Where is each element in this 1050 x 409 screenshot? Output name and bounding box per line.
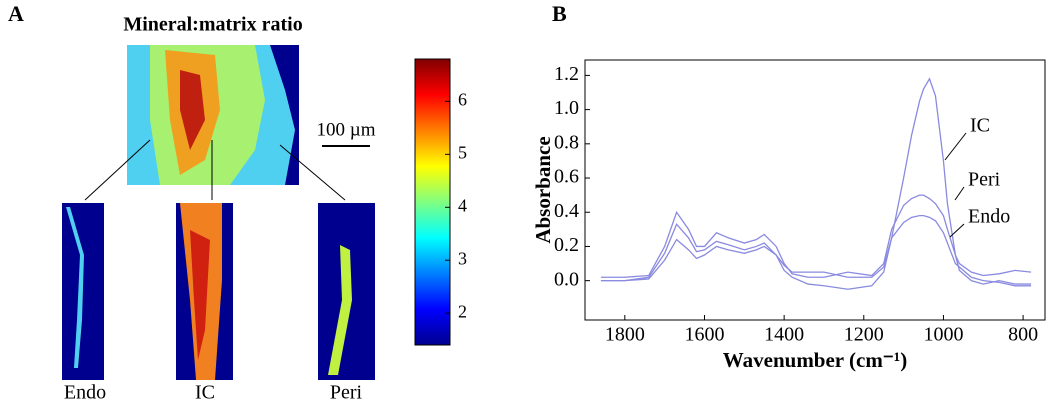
y-tick-label: 0.6	[554, 166, 579, 188]
y-tick-label: 0.8	[554, 131, 579, 153]
x-tick-label: 1400	[764, 324, 804, 346]
series-line	[600, 215, 1032, 287]
label-leader	[944, 132, 967, 161]
series-label: Peri	[968, 169, 1001, 191]
heatmap-images	[62, 45, 375, 380]
region-label: Endo	[64, 382, 106, 404]
map-tissue	[328, 245, 352, 375]
panel-label: A	[8, 1, 24, 26]
colorbar	[414, 58, 451, 346]
x-tick-label: 1200	[844, 324, 884, 346]
y-tick-label: 0.2	[554, 234, 579, 256]
region-label: Peri	[330, 382, 363, 404]
arrow	[279, 144, 346, 201]
scale-bar-label: 100 µm	[317, 119, 376, 140]
colorbar-tick-label: 5	[458, 142, 467, 162]
map-title: Mineral:matrix ratio	[123, 14, 302, 36]
x-tick-label: 1600	[684, 324, 724, 346]
series-line	[600, 77, 1032, 290]
y-axis-label: Absorbance	[531, 136, 555, 243]
colorbar-tick-label: 2	[458, 301, 467, 321]
plot-frame	[584, 59, 1046, 321]
panel-label: B	[552, 1, 567, 26]
region-label: IC	[195, 382, 215, 404]
colorbar-tick-label: 4	[458, 195, 467, 215]
x-axis-label: Wavenumber (cm⁻¹)	[723, 348, 907, 372]
label-leader	[954, 186, 965, 201]
y-tick-label: 1.0	[554, 97, 579, 119]
series-label: IC	[970, 115, 990, 137]
endo-map	[62, 203, 104, 380]
y-tick-label: 0.0	[554, 268, 579, 290]
colorbar-tick-label: 3	[458, 248, 467, 268]
map-tissue	[66, 207, 84, 368]
map-tissue	[190, 230, 210, 360]
arrow	[84, 139, 151, 201]
colorbar-tick-label: 6	[458, 89, 467, 109]
map-tissue	[180, 70, 205, 150]
x-tick-label: 800	[1008, 324, 1038, 346]
y-tick-label: 0.4	[554, 200, 579, 222]
series-line	[600, 194, 1032, 278]
x-tick-label: 1800	[605, 324, 645, 346]
y-tick-label: 1.2	[554, 63, 579, 85]
label-leader	[949, 223, 965, 238]
series-label: Endo	[968, 206, 1010, 228]
x-tick-label: 1000	[923, 324, 963, 346]
